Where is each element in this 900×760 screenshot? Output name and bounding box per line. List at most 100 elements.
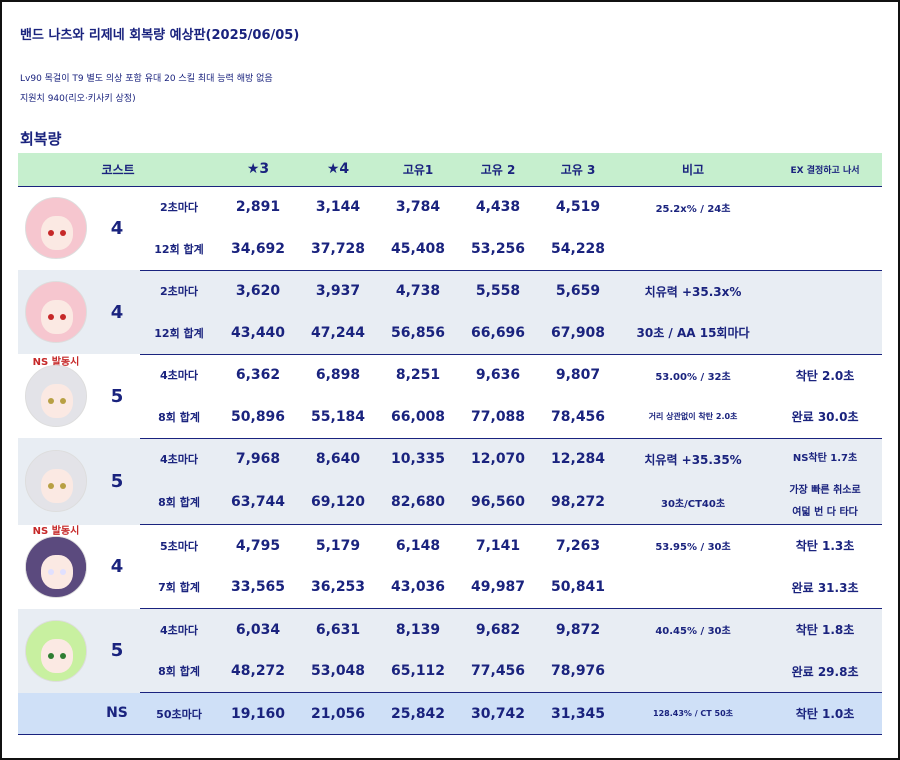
- table-row: 4 5초마다 4,795 5,179 6,148 7,141 7,263 53.95% / 3…: [18, 525, 882, 598]
- character-avatar-cell: [18, 525, 94, 609]
- interval-label: 8회 합계: [140, 480, 219, 525]
- avatar-face: [41, 638, 73, 673]
- note-cell: 40.45% / 30초: [618, 608, 769, 651]
- note-cell: 30초/CT40초: [618, 480, 769, 525]
- value-u1: 56,856: [378, 312, 459, 355]
- header-star3: ★3: [218, 153, 299, 187]
- value-u2: 9,682: [458, 608, 539, 651]
- ex-cell: [768, 270, 883, 312]
- value-u1: 66,008: [378, 396, 459, 439]
- value-u2: 5,558: [458, 270, 539, 312]
- avatar-eye-left: [48, 230, 54, 237]
- ns-activation-tag: NS 발동시: [32, 357, 80, 368]
- avatar-eye-left: [48, 314, 54, 320]
- value-u1: 3,784: [395, 199, 441, 216]
- page-title: 밴드 나츠와 리제네 회복량 예상판(2025/06/05): [20, 28, 300, 43]
- interval-label: 5초마다: [160, 539, 199, 553]
- ex-cell: [768, 312, 883, 355]
- avatar-eye-left: [48, 568, 54, 575]
- value-s3: 7,968: [218, 438, 299, 480]
- table-row: 5 4초마다 6,034 6,631 8,139 9,682 9,872 40.45% / 3…: [18, 608, 883, 693]
- character-avatar-cell: [18, 608, 94, 693]
- value-u3: 67,908: [538, 312, 619, 355]
- value-u2: 77,088: [458, 396, 539, 439]
- interval-label: 8회 합계: [140, 396, 219, 439]
- ex-cell: 착탄 1.8초: [768, 608, 883, 651]
- value-u1: 10,335: [378, 438, 459, 480]
- value-u3: 5,659: [538, 270, 619, 312]
- avatar-face: [41, 554, 73, 589]
- ex-cell: 완료 29.8초: [768, 650, 883, 693]
- ex-cell: 착탄 1.0초: [768, 692, 883, 735]
- avatar-wrap: [18, 535, 94, 598]
- interval-label: 2초마다: [160, 201, 199, 215]
- value-s3: 6,034: [218, 608, 299, 651]
- avatar-wrap: [18, 619, 94, 682]
- interval-label: 7회 합계: [140, 566, 219, 609]
- header-unique1: 고유1: [378, 153, 459, 187]
- value-s4: 21,056: [298, 692, 379, 735]
- interval-label: 4초마다: [140, 608, 219, 651]
- interval-label: 12회 합계: [140, 228, 219, 271]
- table-row: 8회 합계 48,272 53,048 65,112 77,456 78,976 완료 29…: [18, 650, 883, 693]
- table-row: 12회 합계 43,440 47,244 56,856 66,696 67,908 30초 …: [18, 312, 883, 355]
- note-cell: 53.95% / 30초: [655, 542, 731, 554]
- note-cell: 치유력 +35.3x%: [618, 270, 769, 312]
- avatar-eye-right: [60, 398, 66, 404]
- ex-cell: NS착탄 1.7초: [768, 438, 883, 480]
- ex-cell: 완료 30.0초: [768, 396, 883, 439]
- table-row: 12회 합계 34,692 37,728 45,408 53,256 54,228: [18, 228, 883, 271]
- value-u3: 4,519: [555, 199, 601, 216]
- value-u1: 4,738: [378, 270, 459, 312]
- note-cell: [618, 566, 769, 609]
- note-cell: 25.2x% / 24초: [655, 203, 731, 215]
- ex-cell: 완료 31.3초: [768, 566, 883, 609]
- value-u2: 49,987: [458, 566, 539, 609]
- avatar-wrap: NS 발동시: [18, 281, 94, 368]
- avatar-wrap: [18, 197, 94, 260]
- avatar-eye-right: [60, 652, 66, 659]
- value-u1: 25,842: [378, 692, 459, 735]
- value-u2: 77,456: [458, 650, 539, 693]
- value-s3: 3,620: [218, 270, 299, 312]
- interval-label: 2초마다: [140, 270, 219, 312]
- cost-value: 4: [110, 556, 124, 577]
- avatar: [25, 197, 87, 260]
- ex-cell: 착탄 2.0초: [795, 368, 855, 383]
- table-row: 7회 합계 33,565 36,253 43,036 49,987 50,841 완료 31…: [18, 566, 883, 609]
- header-cost: 코스트: [18, 153, 219, 187]
- character-avatar-cell: [18, 186, 94, 270]
- value-s4: 5,179: [315, 537, 361, 554]
- ex-cell: 착탄 1.3초: [795, 539, 855, 554]
- value-u2: 9,636: [475, 367, 521, 384]
- value-u3: 50,841: [538, 566, 619, 609]
- value-s4: 36,253: [298, 566, 379, 609]
- value-u3: 12,284: [538, 438, 619, 480]
- subtitle-conditions: Lv90 목걸이 T9 별도 의상 포함 유대 20 스킬 최대 능력 해방 없…: [20, 74, 273, 84]
- value-s3: 63,744: [218, 480, 299, 525]
- cost-value: 4: [94, 270, 140, 354]
- interval-label: 4초마다: [160, 369, 199, 383]
- avatar-eye-left: [48, 652, 54, 659]
- avatar-eye-right: [60, 230, 66, 237]
- value-s4: 47,244: [298, 312, 379, 355]
- note-cell: 거리 상관없이 착탄 2.0초: [618, 396, 769, 439]
- cost-value: 5: [110, 385, 124, 407]
- avatar-eye-right: [60, 568, 66, 575]
- value-s3: 43,440: [218, 312, 299, 355]
- ns-avatar-empty: [18, 692, 94, 735]
- value-u2: 12,070: [458, 438, 539, 480]
- avatar-wrap: NS 발동시: [18, 450, 94, 537]
- avatar: [25, 365, 87, 427]
- table-row: 5 4초마다 6,362 6,898 8,251 9,636 9,807 53.00% / 3…: [18, 354, 882, 427]
- interval-label: 8회 합계: [140, 650, 219, 693]
- table-row: NS 발동시 5 4초마다 7,968 8,640 10,335 12,070 12,284 치…: [18, 438, 883, 537]
- ex-cell: 가장 빠른 취소로 여덟 번 다 타다: [768, 480, 883, 525]
- character-avatar-cell: NS 발동시: [18, 270, 94, 368]
- note-cell: 53.00% / 32초: [655, 371, 731, 383]
- value-s4: 6,898: [315, 367, 361, 384]
- note-cell: 128.43% / CT 50초: [618, 692, 769, 735]
- value-s4: 53,048: [298, 650, 379, 693]
- avatar-face: [41, 300, 73, 334]
